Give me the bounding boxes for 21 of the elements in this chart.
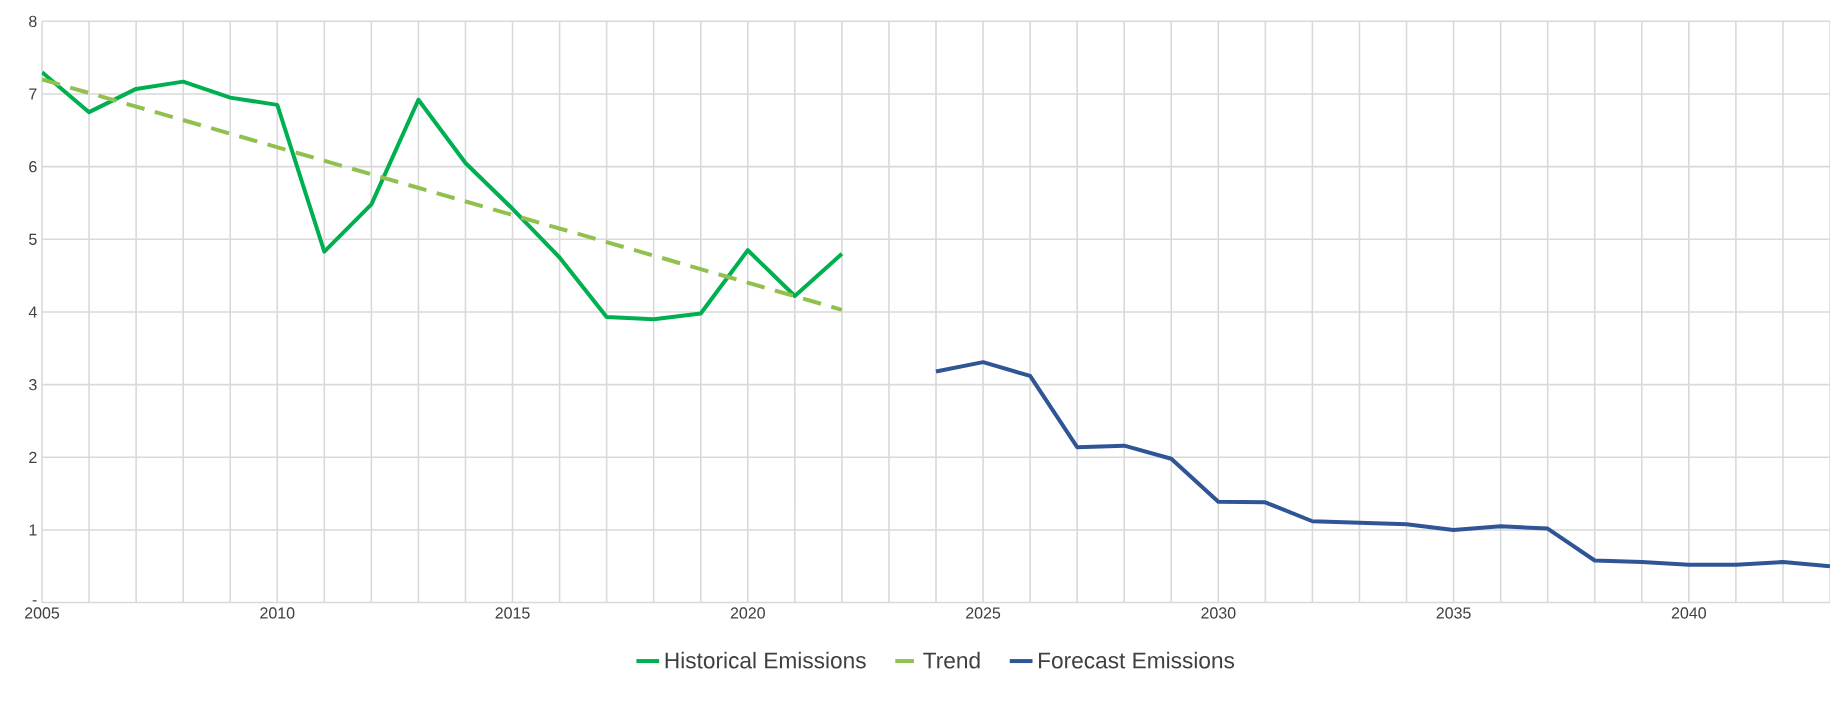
x-tick-label: 2025 — [966, 607, 1001, 619]
y-tick-label: 3 — [29, 379, 37, 391]
y-tick-label: 5 — [29, 233, 37, 245]
y-tick-label: 6 — [29, 161, 37, 173]
y-tick-label: 8 — [29, 15, 37, 27]
y-tick-label: 2 — [29, 451, 37, 463]
legend-label: Historical Emissions — [665, 651, 866, 669]
y-tick-label: 1 — [29, 524, 37, 536]
line-series — [934, 360, 1830, 569]
x-tick-label: 2010 — [260, 607, 295, 619]
legend-label: Forecast Emissions — [1039, 651, 1235, 669]
y-tick-label: 4 — [28, 306, 37, 318]
y-tick-label: 7 — [29, 88, 37, 100]
x-tick-label: 2040 — [1671, 607, 1706, 619]
legend-label: Trend — [923, 651, 980, 669]
x-tick-label: 2035 — [1436, 607, 1471, 619]
x-tick-label: 2015 — [495, 607, 530, 619]
x-tick-label: 2030 — [1201, 607, 1236, 619]
x-tick-label: 2020 — [730, 607, 765, 619]
x-tick-label: 2005 — [25, 607, 60, 619]
y-tick-label: - — [32, 600, 37, 602]
